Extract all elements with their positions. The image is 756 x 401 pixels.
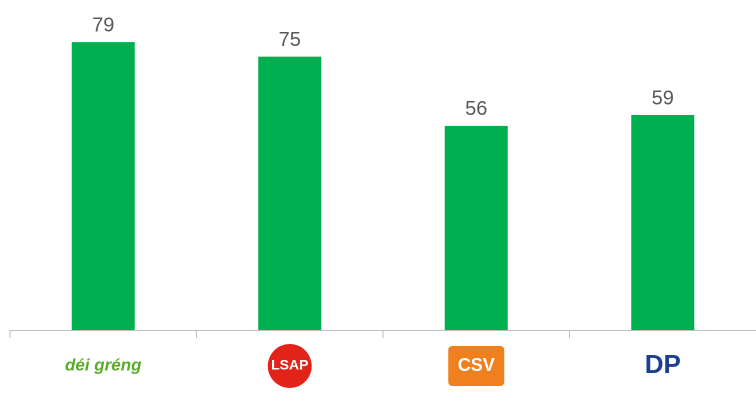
logo-badge [448,346,505,386]
bar [631,114,695,330]
bar [258,56,322,331]
x-tick-label: DP [645,349,681,379]
value-label: 56 [465,98,487,120]
x-tick-label: LSAP [271,357,308,373]
value-label: 75 [279,29,301,51]
value-label: 59 [652,87,674,109]
x-tick-label: CSV [458,355,495,375]
bar [71,42,135,330]
logo-badge [267,344,312,388]
x-tick-label: déi gréng [65,355,142,374]
bar [444,125,508,331]
value-label: 79 [92,14,114,36]
